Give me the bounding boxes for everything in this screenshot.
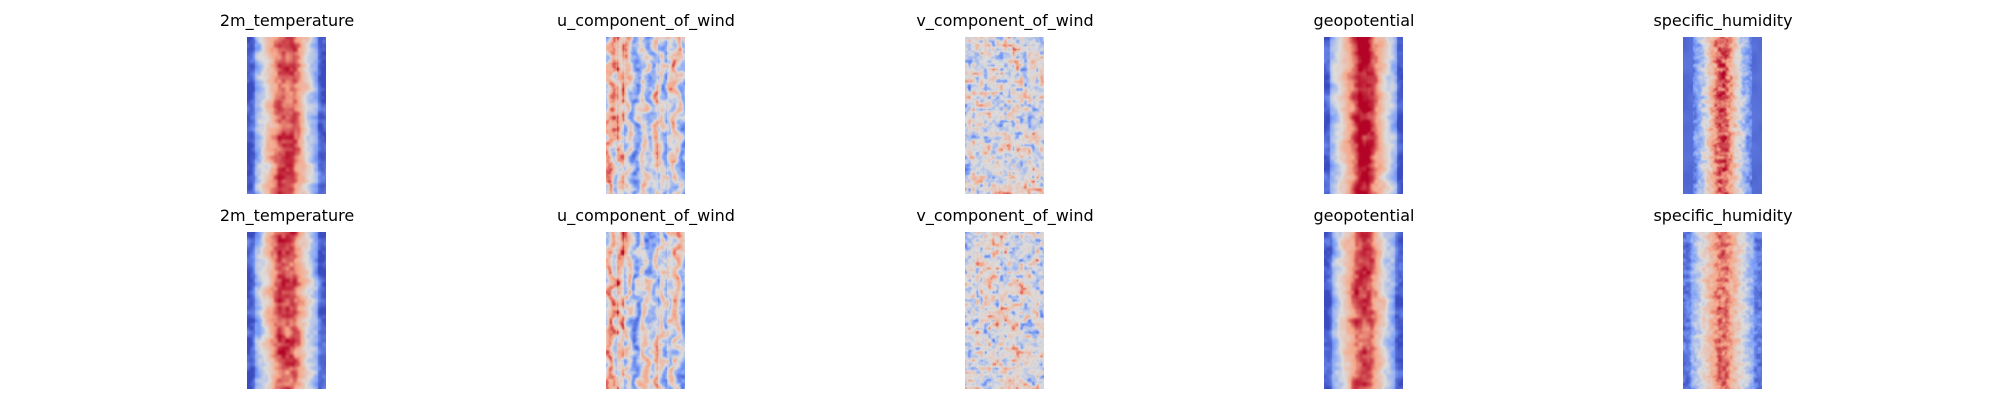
heatmap-r2-c2	[606, 232, 685, 389]
heatmap-r2-c5	[1683, 232, 1762, 389]
heatmap-r2-c3	[965, 232, 1044, 389]
heatmap-r1-c3	[965, 37, 1044, 194]
panel-title-r1-c4: geopotential	[1313, 11, 1415, 30]
panel-title-r1-c2: u_component_of_wind	[557, 11, 735, 30]
heatmap-r1-c4	[1324, 37, 1403, 194]
panel-title-r2-c3: v_component_of_wind	[916, 206, 1094, 225]
panel-title-r2-c2: u_component_of_wind	[557, 206, 735, 225]
panel-title-r1-c1: 2m_temperature	[219, 11, 355, 30]
heatmap-r2-c1	[247, 232, 326, 389]
heatmap-r1-c2	[606, 37, 685, 194]
heatmap-r2-c4	[1324, 232, 1403, 389]
panel-title-r2-c5: specific_humidity	[1653, 206, 1793, 225]
heatmap-r1-c5	[1683, 37, 1762, 194]
heatmap-r1-c1	[247, 37, 326, 194]
panel-title-r1-c5: specific_humidity	[1653, 11, 1793, 30]
panel-title-r1-c3: v_component_of_wind	[916, 11, 1094, 30]
panel-title-r2-c1: 2m_temperature	[219, 206, 355, 225]
panel-title-r2-c4: geopotential	[1313, 206, 1415, 225]
